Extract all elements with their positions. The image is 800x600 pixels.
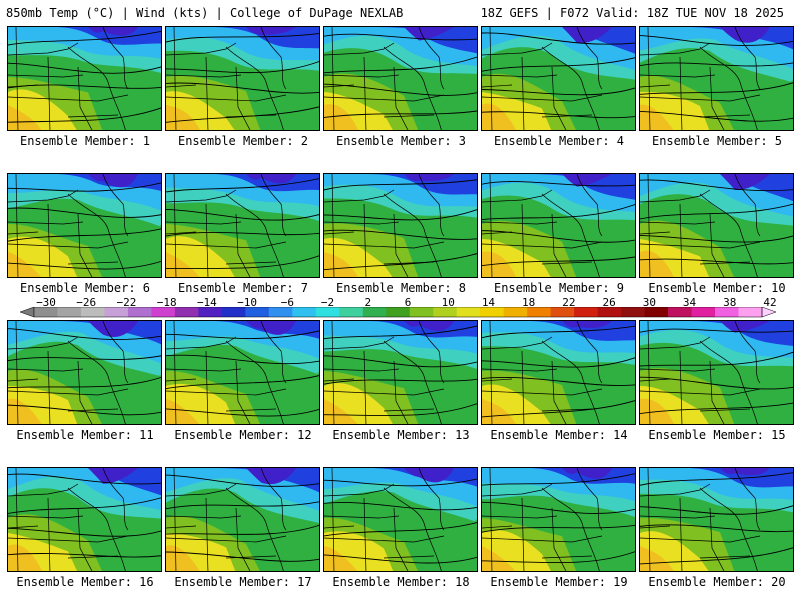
colorbar-swatch (668, 307, 693, 317)
valid-time: 18Z GEFS | F072 Valid: 18Z TUE NOV 18 20… (480, 6, 784, 20)
ensemble-member-label: Ensemble Member: 8 (335, 281, 467, 295)
ensemble-member-label: Ensemble Member: 4 (493, 134, 625, 148)
colorbar-tick-label: −26 (76, 296, 97, 309)
colorbar-swatch (174, 307, 199, 317)
ensemble-member-label: Ensemble Member: 17 (174, 575, 312, 589)
ensemble-map-12 (165, 320, 320, 425)
colorbar-swatch (621, 307, 646, 317)
ensemble-map-14 (481, 320, 636, 425)
colorbar-tick-label: −30 (36, 296, 56, 309)
ensemble-member-label: Ensemble Member: 3 (335, 134, 467, 148)
ensemble-map-11 (7, 320, 162, 425)
colorbar-swatch (57, 307, 82, 317)
colorbar-swatch (386, 307, 411, 317)
colorbar-swatch (362, 307, 387, 317)
ensemble-member-label: Ensemble Member: 18 (332, 575, 470, 589)
colorbar-tick-label: −14 (196, 296, 217, 309)
ensemble-map-19 (481, 467, 636, 572)
ensemble-member-label: Ensemble Member: 15 (648, 428, 786, 442)
colorbar-swatch (198, 307, 223, 317)
ensemble-member-label: Ensemble Member: 13 (332, 428, 470, 442)
colorbar-swatch (433, 307, 458, 317)
colorbar-swatch (550, 307, 575, 317)
colorbar-tick-label: 18 (522, 296, 536, 309)
colorbar-swatch (574, 307, 599, 317)
colorbar-swatch (268, 307, 293, 317)
colorbar-swatch (292, 307, 317, 317)
ensemble-member-label: Ensemble Member: 12 (174, 428, 312, 442)
ensemble-member-label: Ensemble Member: 7 (177, 281, 309, 295)
ensemble-member-label: Ensemble Member: 10 (648, 281, 786, 295)
ensemble-map-17 (165, 467, 320, 572)
ensemble-member-label: Ensemble Member: 11 (16, 428, 154, 442)
ensemble-member-label: Ensemble Member: 1 (19, 134, 151, 148)
colorbar: −30 −26 −22 −18 −14 −10 −6 −2 2 6 10 14 18 22 26 30 34 38… (14, 296, 786, 322)
colorbar-tick-label: 14 (481, 296, 496, 309)
colorbar-swatch (315, 307, 340, 317)
ensemble-member-label: Ensemble Member: 9 (493, 281, 625, 295)
colorbar-tick-label: 10 (441, 296, 455, 309)
colorbar-tick-label: 22 (562, 296, 576, 309)
ensemble-map-18 (323, 467, 478, 572)
ensemble-map-4 (481, 26, 636, 131)
ensemble-member-label: Ensemble Member: 14 (490, 428, 628, 442)
colorbar-swatch (127, 307, 152, 317)
colorbar-tick-label: 30 (642, 296, 656, 309)
colorbar-swatch (245, 307, 270, 317)
colorbar-swatch (480, 307, 505, 317)
ensemble-map-16 (7, 467, 162, 572)
ensemble-map-13 (323, 320, 478, 425)
ensemble-member-label: Ensemble Member: 16 (16, 575, 154, 589)
colorbar-tick-label: −22 (116, 296, 137, 309)
colorbar-tick-label: −2 (320, 296, 335, 309)
ensemble-map-7 (165, 173, 320, 278)
ensemble-map-10 (639, 173, 794, 278)
colorbar-swatch (151, 307, 176, 317)
colorbar-swatch (691, 307, 716, 317)
ensemble-map-5 (639, 26, 794, 131)
colorbar-swatch (409, 307, 434, 317)
colorbar-swatch (339, 307, 364, 317)
colorbar-swatch (644, 307, 669, 317)
colorbar-swatch (34, 307, 58, 317)
chart-title: 850mb Temp (°C) | Wind (kts) | College o… (6, 6, 404, 20)
colorbar-tick-label: 26 (602, 296, 616, 309)
ensemble-member-label: Ensemble Member: 2 (177, 134, 309, 148)
colorbar-swatch (80, 307, 105, 317)
colorbar-low-cap (19, 307, 35, 318)
ensemble-map-20 (639, 467, 794, 572)
ensemble-map-9 (481, 173, 636, 278)
ensemble-map-8 (323, 173, 478, 278)
colorbar-tick-label: 2 (364, 296, 372, 309)
ensemble-member-label: Ensemble Member: 6 (19, 281, 151, 295)
colorbar-tick-label: 42 (763, 296, 777, 309)
ensemble-map-6 (7, 173, 162, 278)
colorbar-swatch (503, 307, 528, 317)
colorbar-tick-label: 38 (723, 296, 737, 309)
colorbar-swatch (597, 307, 622, 317)
colorbar-swatch (715, 307, 740, 317)
colorbar-tick-label: −18 (156, 296, 177, 309)
ensemble-map-1 (7, 26, 162, 131)
colorbar-tick-label: 6 (404, 296, 412, 309)
colorbar-tick-label: −6 (280, 296, 294, 309)
colorbar-tick-label: −10 (237, 296, 258, 309)
ensemble-map-15 (639, 320, 794, 425)
ensemble-map-3 (323, 26, 478, 131)
ensemble-member-label: Ensemble Member: 5 (651, 134, 783, 148)
ensemble-member-label: Ensemble Member: 20 (648, 575, 786, 589)
colorbar-tick-label: 34 (682, 296, 697, 309)
ensemble-map-2 (165, 26, 320, 131)
colorbar-swatch (456, 307, 481, 317)
colorbar-swatch (104, 307, 129, 317)
colorbar-swatch (221, 307, 246, 317)
colorbar-swatch (738, 307, 763, 317)
ensemble-member-label: Ensemble Member: 19 (490, 575, 628, 589)
colorbar-swatch (527, 307, 552, 317)
